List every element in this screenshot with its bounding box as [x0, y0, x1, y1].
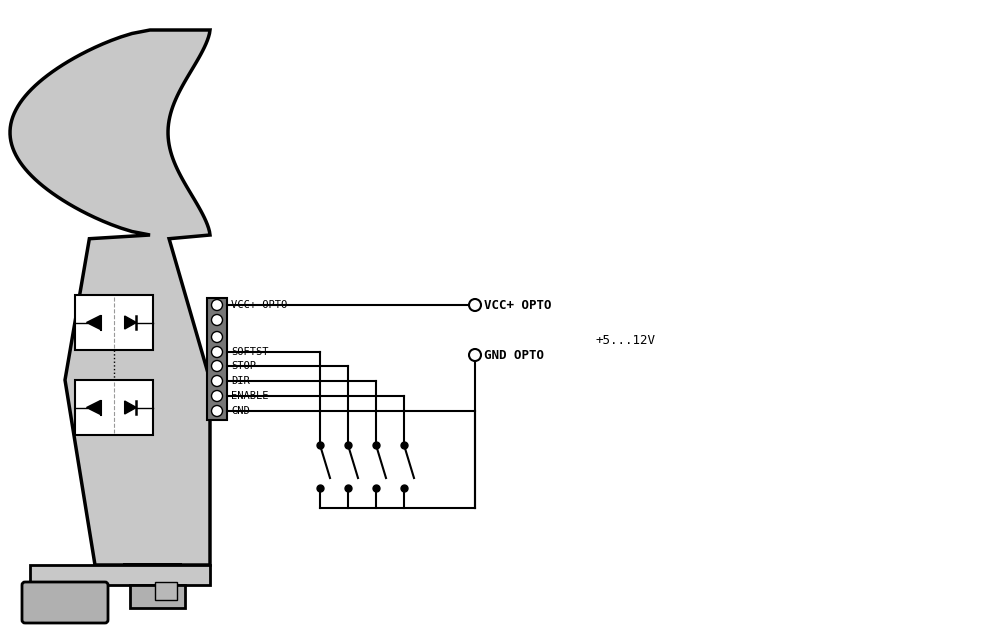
Bar	[75, 380, 153, 435]
Text: +5...12V: +5...12V	[595, 333, 655, 346]
Circle shape	[212, 390, 223, 401]
Circle shape	[469, 349, 481, 361]
Polygon shape	[10, 30, 210, 565]
Circle shape	[212, 346, 223, 358]
Bar	[75, 295, 153, 350]
Text: VCC+ OPTO: VCC+ OPTO	[484, 298, 552, 312]
Polygon shape	[87, 401, 101, 415]
Text: GND OPTO: GND OPTO	[484, 349, 544, 362]
Circle shape	[212, 406, 223, 417]
Bar	[30, 565, 210, 585]
Text: ENABLE: ENABLE	[231, 391, 269, 401]
Text: SOFTST: SOFTST	[231, 347, 269, 357]
Text: GND: GND	[231, 406, 250, 416]
Polygon shape	[87, 316, 101, 330]
Circle shape	[212, 314, 223, 326]
Bar	[155, 582, 177, 600]
Bar	[130, 585, 185, 608]
Polygon shape	[125, 401, 136, 414]
Text: STOP: STOP	[231, 361, 256, 371]
Circle shape	[469, 299, 481, 311]
Polygon shape	[125, 316, 136, 329]
FancyBboxPatch shape	[22, 582, 108, 623]
Bar	[207, 298, 227, 420]
Circle shape	[212, 332, 223, 342]
Circle shape	[212, 360, 223, 371]
Text: VCC+ OPTO: VCC+ OPTO	[231, 300, 287, 310]
Text: DIR: DIR	[231, 376, 250, 386]
Circle shape	[212, 300, 223, 310]
Circle shape	[212, 376, 223, 387]
